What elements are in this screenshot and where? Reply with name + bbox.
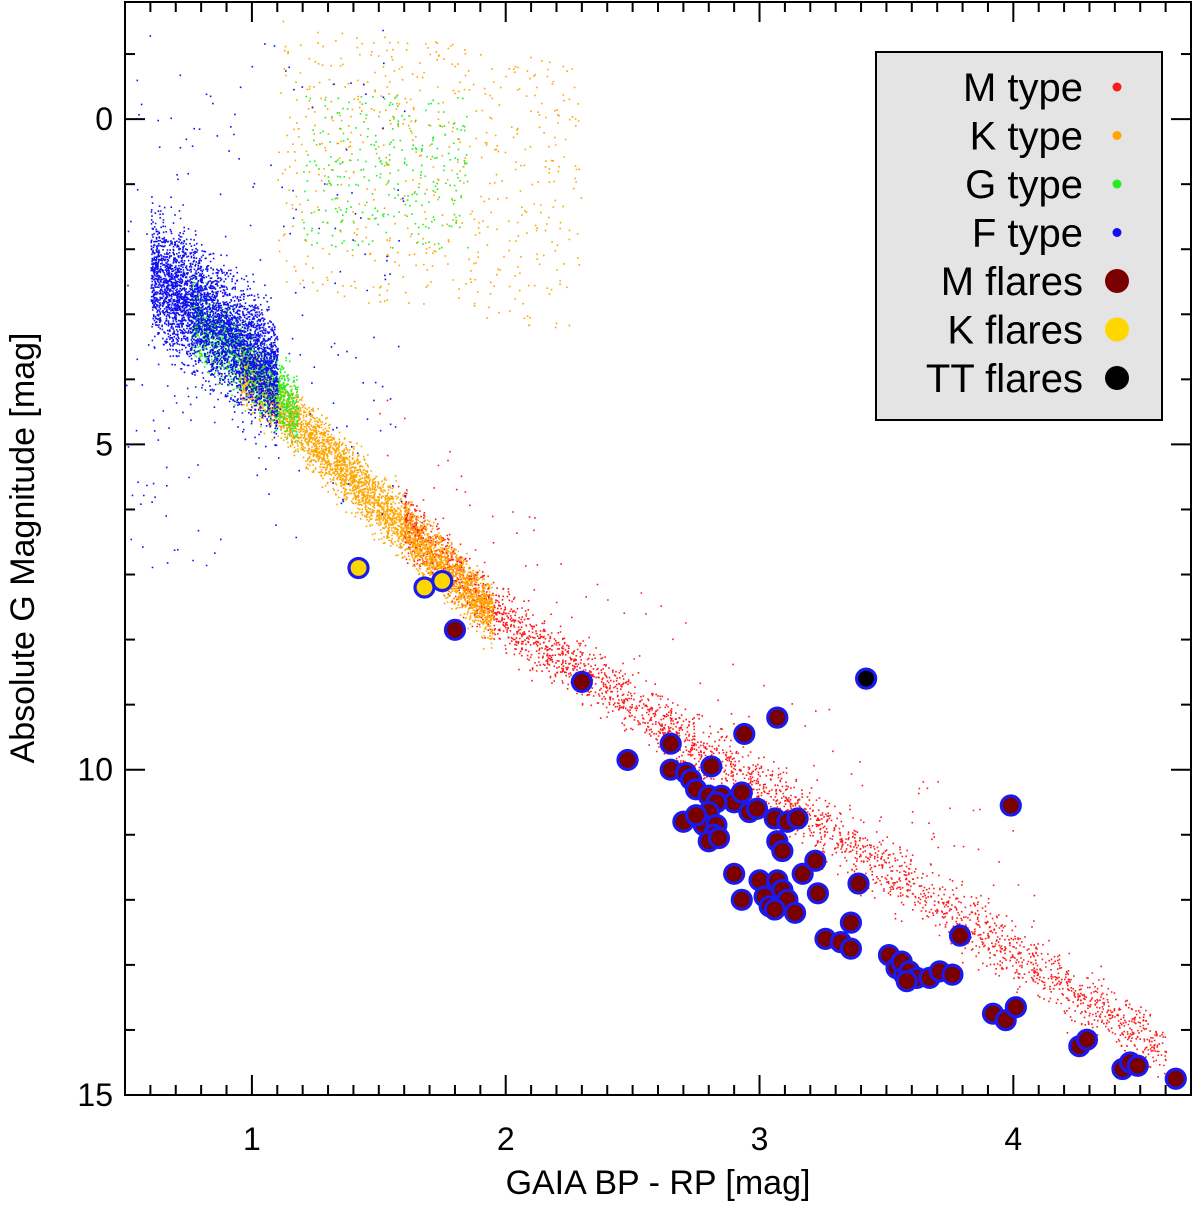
legend-marker [1112, 179, 1122, 189]
star-points-m-type [379, 399, 1167, 1078]
m-flare-point [1126, 1054, 1149, 1077]
legend-marker [1112, 228, 1122, 237]
legend-label: K type [970, 115, 1083, 159]
tt-flare-point [855, 667, 878, 690]
m-flare-point [707, 826, 731, 850]
m-flare-point [733, 722, 756, 746]
x-tick-label: 3 [751, 1121, 769, 1157]
y-tick-label: 10 [77, 752, 113, 788]
star-points-f-type [125, 29, 406, 569]
m-flare-point [948, 924, 972, 947]
m-flare-point [745, 797, 769, 820]
legend-label: TT flares [926, 357, 1083, 401]
m-flare-point [616, 748, 639, 772]
legend-entry: M type [963, 66, 1122, 110]
legend-marker [1105, 317, 1129, 342]
k-flare-point [347, 556, 370, 580]
k-flare-point [431, 569, 454, 593]
star-points-k-type [239, 20, 583, 650]
m-flare-point [730, 888, 753, 911]
legend-marker [1105, 269, 1129, 293]
m-flare-point [895, 970, 918, 993]
legend-entry: F type [972, 212, 1122, 256]
m-flare-point [723, 862, 746, 885]
m-flare-point [700, 755, 723, 778]
m-flare-point [941, 963, 964, 986]
m-flare-point [766, 706, 789, 729]
legend-label: F type [972, 212, 1083, 256]
m-flare-point [786, 807, 809, 830]
flare-points [347, 556, 1187, 1090]
m-flare-point [839, 911, 862, 934]
x-tick-label: 2 [497, 1121, 515, 1157]
star-points-g-type [191, 95, 469, 453]
y-tick-label: 15 [77, 1077, 113, 1113]
m-flare-point [806, 882, 830, 905]
x-tick-label: 4 [1004, 1121, 1022, 1157]
k-flare-point [413, 576, 436, 599]
y-tick-label: 5 [95, 426, 113, 462]
m-flare-point [659, 732, 682, 755]
m-flare-point [1004, 996, 1027, 1019]
m-flare-point [1164, 1067, 1187, 1090]
m-flare-point [1075, 1028, 1099, 1051]
m-flare-point [783, 901, 807, 924]
legend-entry: M flares [941, 260, 1129, 304]
legend-label: M flares [941, 260, 1083, 304]
legend-entry: K flares [947, 309, 1129, 353]
x-axis-label: GAIA BP - RP [mag] [506, 1164, 811, 1202]
m-flare-point [804, 849, 827, 872]
legend-entry: K type [970, 115, 1122, 159]
legend-marker [1112, 82, 1122, 92]
m-flare-point [443, 618, 467, 641]
m-flare-point [570, 670, 593, 693]
axis-ticks: 1 2 3 4 0 5 10 15 [77, 2, 1192, 1157]
legend-label: M type [963, 66, 1083, 110]
m-flare-point [839, 937, 862, 960]
background-stars [125, 20, 1167, 1078]
m-flare-point [999, 794, 1022, 817]
m-flare-point [684, 804, 708, 827]
m-flare-point [847, 872, 870, 895]
legend-label: K flares [947, 309, 1083, 353]
legend-marker [1105, 366, 1129, 390]
legend-entry: TT flares [926, 357, 1129, 401]
m-flare-point [730, 781, 753, 804]
m-flare-point [791, 862, 814, 885]
legend-entry: G type [965, 163, 1122, 207]
y-tick-label: 0 [95, 101, 113, 137]
m-flare-point [763, 898, 786, 921]
x-tick-label: 1 [243, 1121, 261, 1157]
legend-marker [1112, 131, 1122, 140]
m-flare-point [771, 839, 794, 863]
y-axis-label: Absolute G Magnitude [mag] [4, 333, 42, 764]
legend-label: G type [965, 163, 1083, 207]
